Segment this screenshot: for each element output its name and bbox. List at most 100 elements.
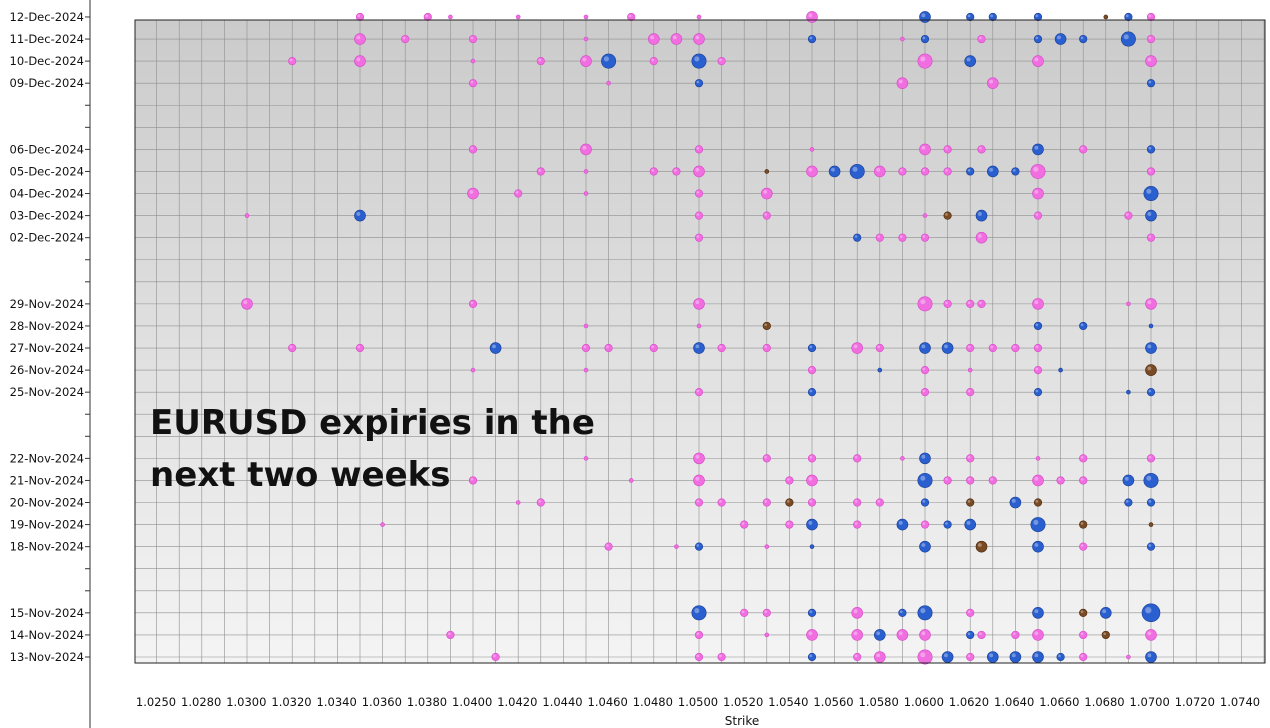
bubble-highlight — [967, 500, 971, 503]
bubble-point — [986, 77, 999, 89]
bubble-highlight — [854, 455, 858, 459]
y-tick-label: 25-Nov-2024 — [10, 385, 84, 399]
bubble-highlight — [1125, 14, 1129, 18]
plot-border — [134, 19, 1266, 664]
bubble-point — [467, 187, 479, 200]
bubble-point — [966, 498, 975, 507]
bubble-point — [920, 167, 930, 176]
bubble-highlight — [1034, 609, 1039, 614]
bubble-point — [1079, 608, 1088, 617]
x-tick-label: 1.0320 — [271, 695, 311, 709]
bubble-highlight — [695, 167, 700, 172]
bubble-point — [694, 652, 704, 662]
bubble-point — [694, 189, 704, 198]
bubble-point — [919, 11, 931, 23]
bubble-highlight — [876, 631, 881, 636]
bubble-point — [583, 14, 589, 20]
bubble-point — [583, 367, 589, 373]
bubble-highlight — [967, 168, 971, 172]
bubble-point — [694, 233, 704, 242]
x-axis-title: Strike — [725, 714, 760, 728]
bubble-highlight — [1080, 632, 1084, 636]
bubble-highlight — [1147, 57, 1152, 62]
x-tick-label: 1.0680 — [1084, 695, 1124, 709]
bubble-highlight — [853, 344, 858, 349]
bubble-point — [604, 542, 613, 551]
bubble-point — [693, 342, 705, 354]
bubble-highlight — [922, 522, 926, 525]
bubble-highlight — [922, 168, 926, 172]
bubble-highlight — [990, 345, 993, 349]
bubble-highlight — [1035, 500, 1039, 503]
bubble-highlight — [763, 189, 768, 194]
y-tick-label: 21-Nov-2024 — [10, 473, 84, 487]
bubble-highlight — [606, 544, 609, 547]
bubble-highlight — [1102, 609, 1107, 614]
bubble-highlight — [1148, 14, 1152, 18]
bubble-point — [674, 544, 679, 549]
bubble-highlight — [356, 35, 361, 40]
bubble-highlight — [967, 14, 971, 18]
bubble-highlight — [1035, 389, 1039, 393]
bubble-highlight — [977, 234, 982, 238]
bubble-highlight — [764, 610, 767, 614]
bubble-highlight — [809, 654, 813, 658]
bubble-point — [966, 343, 975, 353]
bubble-point — [355, 12, 365, 22]
bubble-highlight — [696, 654, 700, 658]
bubble-highlight — [990, 14, 993, 18]
bubble-highlight — [854, 522, 858, 525]
bubble-point — [853, 652, 862, 662]
bubble-highlight — [1035, 367, 1039, 371]
bubble-point — [693, 452, 705, 465]
bubble-point — [470, 58, 476, 64]
bubble-point — [964, 55, 977, 67]
bubble-point — [977, 630, 986, 640]
bubble-highlight — [243, 300, 248, 305]
bubble-highlight — [538, 58, 541, 62]
bubble-point — [986, 651, 999, 663]
bubble-point — [1100, 607, 1112, 619]
bubble-point — [1032, 607, 1044, 619]
bubble-highlight — [979, 632, 982, 636]
bubble-highlight — [289, 58, 293, 62]
bubble-point — [1079, 652, 1088, 662]
bubble-point — [1079, 34, 1088, 44]
bubble-highlight — [945, 477, 948, 481]
bubble-highlight — [920, 652, 926, 658]
bubble-highlight — [945, 301, 948, 305]
bubble-highlight — [1033, 166, 1039, 172]
bubble-point — [966, 454, 975, 463]
bubble-point — [919, 342, 931, 354]
bubble-highlight — [945, 168, 948, 172]
bubble-point — [670, 33, 683, 45]
bubble-highlight — [764, 455, 767, 459]
bubble-highlight — [899, 235, 903, 238]
y-tick-label: 03-Dec-2024 — [10, 209, 84, 223]
bubble-point — [853, 233, 862, 242]
bubble-highlight — [470, 36, 474, 40]
y-tick-label: 10-Dec-2024 — [10, 54, 84, 68]
bubble-point — [1141, 603, 1161, 623]
bubble-point — [1145, 651, 1157, 663]
y-axis: 13-Nov-2024 14-Nov-2024 15-Nov-2024 18-Nov-… — [10, 0, 91, 728]
bubble-point — [1146, 12, 1156, 22]
bubble-point — [536, 167, 545, 176]
bubble-point — [806, 518, 818, 531]
bubble-point — [977, 145, 986, 154]
bubble-point — [853, 498, 862, 507]
bubble-highlight — [695, 300, 700, 305]
bubble-highlight — [809, 389, 813, 393]
bubble-point — [448, 14, 453, 20]
bubble-point — [806, 629, 818, 641]
bubble-point — [917, 472, 933, 488]
bubble-point — [401, 34, 410, 44]
bubble-point — [672, 167, 681, 176]
bubble-highlight — [989, 167, 994, 172]
bubble-point — [489, 342, 502, 354]
x-tick-label: 1.0540 — [768, 695, 808, 709]
x-axis: 1.0250 1.0280 1.0300 1.0320 1.0340 1.0360 1.03… — [136, 695, 1260, 709]
bubble-highlight — [979, 36, 982, 40]
bubble-highlight — [809, 610, 813, 614]
y-tick-label: 14-Nov-2024 — [10, 628, 84, 642]
